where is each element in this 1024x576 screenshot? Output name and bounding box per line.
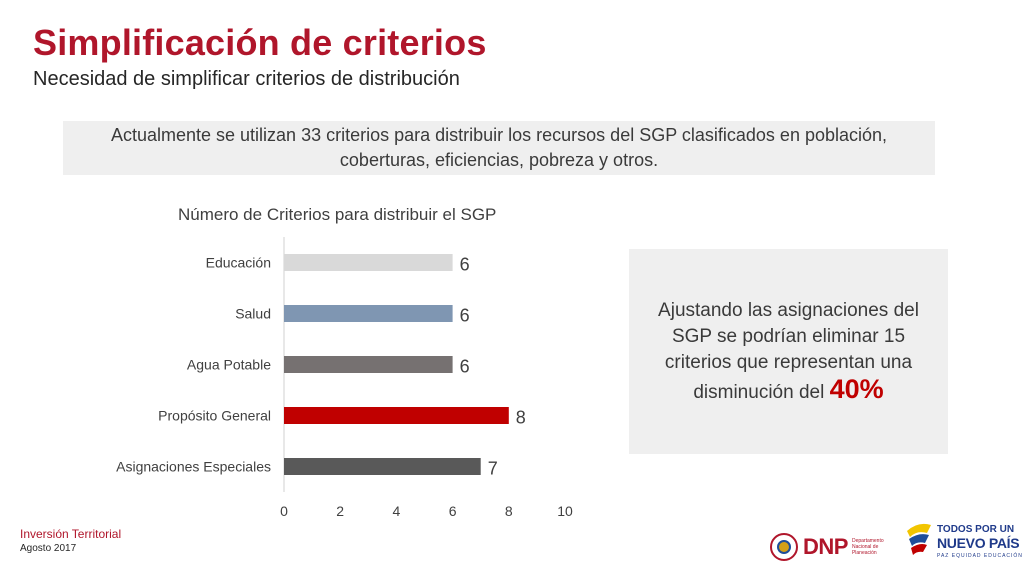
- callout-text: Ajustando las asignaciones del SGP se po…: [658, 299, 919, 403]
- intro-box: Actualmente se utilizan 33 criterios par…: [63, 121, 935, 175]
- x-tick-label: 2: [336, 503, 344, 519]
- category-label: Propósito General: [158, 408, 271, 424]
- todos-por-un-nuevo-pais-logo: TODOS POR UN NUEVO PAÍS PAZ EQUIDAD EDUC…: [903, 518, 1022, 568]
- bar: [284, 407, 509, 424]
- category-label: Agua Potable: [187, 357, 271, 373]
- category-label: Salud: [235, 306, 271, 322]
- x-tick-label: 0: [280, 503, 288, 519]
- data-label: 7: [488, 459, 498, 479]
- intro-text: Actualmente se utilizan 33 criterios par…: [110, 125, 888, 170]
- bar: [284, 356, 453, 373]
- bar: [284, 458, 481, 475]
- slide-subtitle: Necesidad de simplificar criterios de di…: [33, 68, 460, 90]
- bar: [284, 305, 453, 322]
- tpnp-logo-line2: NUEVO PAÍS: [937, 535, 1020, 551]
- x-tick-label: 8: [505, 503, 513, 519]
- dnp-seal-icon: [770, 533, 798, 561]
- footer-label: Inversión Territorial: [20, 527, 122, 541]
- tpnp-flag-icon: [907, 523, 931, 555]
- data-label: 8: [516, 408, 526, 428]
- callout-text-block: Ajustando las asignaciones del SGP se po…: [639, 298, 939, 406]
- data-label: 6: [460, 255, 470, 275]
- dnp-logo: DNP Departamento Nacional de Planeación: [770, 530, 892, 564]
- dnp-logo-subtitle: Departamento Nacional de Planeación: [851, 538, 884, 556]
- dnp-logo-letters: DNP: [803, 534, 848, 559]
- x-tick-label: 10: [557, 503, 573, 519]
- footer-date: Agosto 2017: [20, 543, 77, 554]
- x-tick-label: 6: [449, 503, 457, 519]
- data-label: 6: [460, 357, 470, 377]
- category-label: Asignaciones Especiales: [116, 459, 271, 475]
- bar: [284, 254, 453, 271]
- tpnp-logo-line1: TODOS POR UN: [937, 524, 1015, 535]
- callout-highlight: 40%: [829, 373, 884, 404]
- data-label: 6: [460, 306, 470, 326]
- bar-chart: Educación 6 Salud 6 Agua Potable 6 Propósito G…: [116, 237, 573, 519]
- tpnp-logo-line3: PAZ EQUIDAD EDUCACIÓN: [937, 553, 1023, 559]
- x-tick-label: 4: [393, 503, 401, 519]
- chart-title: Número de Criterios para distribuir el S…: [178, 205, 497, 224]
- slide-title: Simplificación de criterios: [33, 22, 487, 63]
- category-label: Educación: [206, 255, 271, 271]
- callout-box: Ajustando las asignaciones del SGP se po…: [629, 249, 948, 454]
